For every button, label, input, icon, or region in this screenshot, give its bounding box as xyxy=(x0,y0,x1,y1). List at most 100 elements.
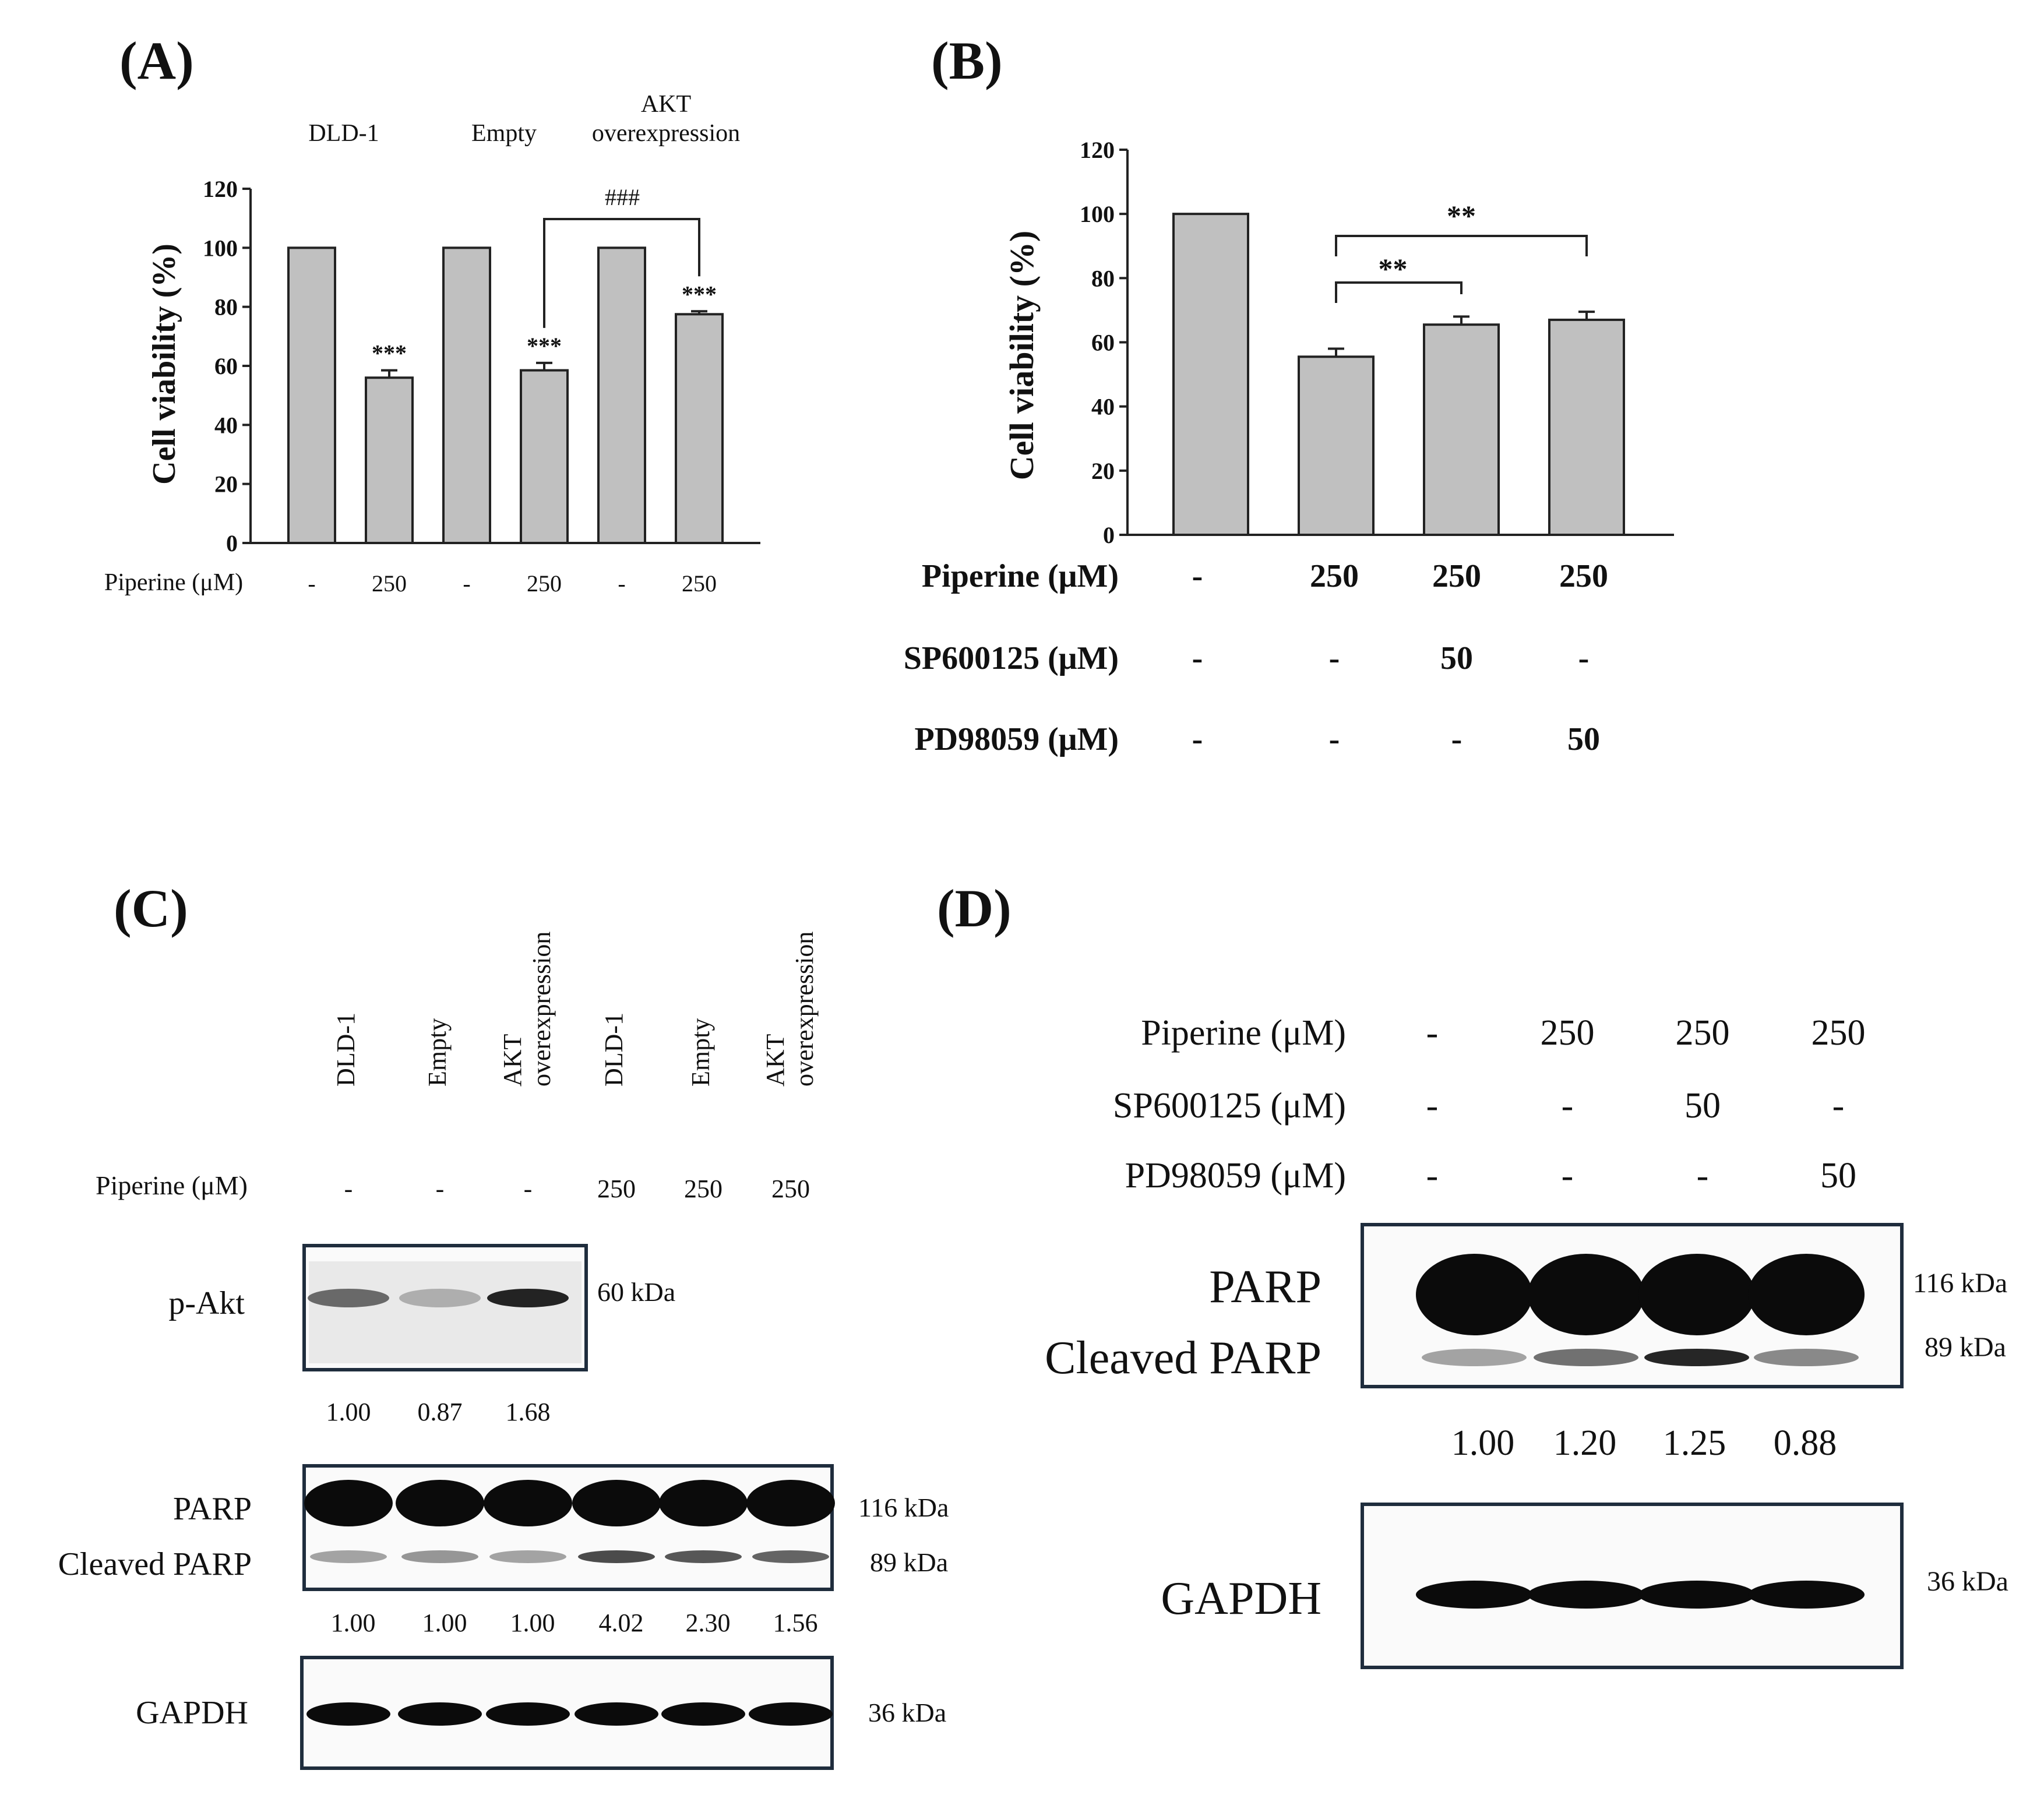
panel-b-treatment-table: Piperine (μM) - 250 250 250 SP600125 (μM) - - 50… xyxy=(904,558,1608,757)
panel-d-quant-value: 0.88 xyxy=(1774,1423,1837,1463)
panel-c-pakt-background xyxy=(309,1261,582,1363)
panel-b-error-bar xyxy=(1328,347,1344,357)
panel-d-cleaved-parp-band xyxy=(1534,1349,1638,1366)
panel-c-gapdh-band xyxy=(661,1702,745,1726)
panel-d-parp-band xyxy=(1748,1254,1865,1335)
panel-d-row-value: - xyxy=(1832,1086,1845,1126)
panel-a-x-tick-label: 250 xyxy=(527,570,562,597)
panel-c-parp-quant-value: 1.00 xyxy=(331,1609,376,1637)
panel-b-row-value: 50 xyxy=(1567,721,1600,757)
panel-d-label: (D) xyxy=(937,879,1012,938)
panel-d-treatment-table: Piperine (μM) - 250 250 250 SP600125 (μM) - - 50… xyxy=(1113,1013,1866,1196)
panel-d-cleaved-kda: 89 kDa xyxy=(1925,1332,2006,1363)
panel-a-bar xyxy=(520,369,569,544)
panel-a-bar xyxy=(365,376,414,544)
panel-a-bracket-sig: ### xyxy=(605,184,640,210)
panel-a-group-label-2: Empty xyxy=(471,120,537,147)
panel-c-parp-quant-value: 1.00 xyxy=(422,1609,467,1637)
panel-d-cleaved-parp-band xyxy=(1754,1349,1859,1366)
panel-a-error-bar xyxy=(691,310,707,315)
panel-b-bracket-2 xyxy=(1335,235,1588,256)
panel-d-row-label: PD98059 (μM) xyxy=(1125,1156,1346,1196)
panel-a-significance: *** xyxy=(682,281,717,307)
panel-c-lane-label: DLD-1 xyxy=(600,1013,628,1087)
panel-c-lane-label: DLD-1 xyxy=(332,1013,360,1087)
panel-a-bar xyxy=(675,313,724,544)
panel-c-gapdh-band xyxy=(306,1702,390,1726)
panel-c-gapdh-band xyxy=(575,1702,658,1726)
panel-a-x-tick-label: 250 xyxy=(682,570,717,597)
panel-b-bar xyxy=(1423,323,1500,536)
panel-a-y-tick-label: 120 xyxy=(203,176,238,202)
panel-b-row-value: - xyxy=(1329,721,1340,757)
panel-b-y-axis-label: Cell viability (%) xyxy=(1003,231,1041,481)
panel-b-chart: 0 20 40 60 80 100 120 ** ** xyxy=(1080,137,1674,548)
panel-c-treatments: - - - 250 250 250 xyxy=(344,1175,810,1203)
panel-b-error-bar xyxy=(1453,315,1469,325)
panel-c-pakt-quant-value: 1.68 xyxy=(506,1398,551,1426)
panel-c-gapdh-label: GAPDH xyxy=(136,1695,248,1731)
panel-c-treatment-value: - xyxy=(344,1175,353,1203)
panel-c-pakt-kda: 60 kDa xyxy=(597,1277,675,1307)
panel-c-parp-band xyxy=(304,1480,393,1526)
panel-c-cleaved-parp-band xyxy=(401,1550,478,1563)
panel-d-parp-band xyxy=(1638,1254,1755,1335)
panel-c-cleaved-kda: 89 kDa xyxy=(870,1547,948,1577)
panel-b-label: (B) xyxy=(931,31,1003,90)
panel-b-bracket-sig-1: ** xyxy=(1379,252,1408,285)
panel-b-row-label: SP600125 (μM) xyxy=(904,640,1119,676)
panel-a-y-tick-label: 40 xyxy=(214,412,238,438)
panel-c-gapdh-kda: 36 kDa xyxy=(868,1698,946,1727)
panel-d-row-value: 250 xyxy=(1541,1013,1595,1053)
panel-a-y-axis-label: Cell viability (%) xyxy=(146,244,182,485)
panel-c-parp-quant-value: 4.02 xyxy=(599,1609,644,1637)
panel-c-parp-band xyxy=(484,1480,572,1526)
panel-d-cleaved-parp-label: Cleaved PARP xyxy=(1045,1332,1321,1384)
panel-a-bar xyxy=(442,246,491,544)
panel-d-row-value: 50 xyxy=(1684,1086,1721,1126)
panel-b-row-value: 50 xyxy=(1440,640,1473,676)
panel-b-row-value: - xyxy=(1192,721,1203,757)
panel-d-row-value: - xyxy=(1426,1086,1439,1126)
panel-c-lane-label: Empty xyxy=(686,1018,715,1087)
panel-d-quant-value: 1.00 xyxy=(1451,1423,1515,1463)
panel-c-pakt-quant: 1.00 0.87 1.68 xyxy=(326,1398,551,1426)
panel-d-gapdh-band xyxy=(1416,1581,1532,1609)
panel-a-x-tick-label: 250 xyxy=(372,570,407,597)
panel-b-y-tick-label: 60 xyxy=(1091,330,1115,356)
panel-b-bar xyxy=(1548,318,1625,536)
panel-a-significance: *** xyxy=(372,340,407,366)
panel-b-row-label: PD98059 (μM) xyxy=(914,721,1119,757)
panel-c-cleaved-parp-band xyxy=(489,1550,566,1563)
panel-b-error-bar xyxy=(1578,311,1595,320)
panel-d-quant: 1.00 1.20 1.25 0.88 xyxy=(1451,1423,1837,1463)
panel-d-gapdh-band xyxy=(1638,1581,1755,1609)
panel-a-bracket xyxy=(543,218,700,328)
panel-d-quant-value: 1.25 xyxy=(1663,1423,1726,1463)
panel-a-y-tick-label: 20 xyxy=(214,471,238,498)
panel-c-lane-label: AKToverexpression xyxy=(498,932,556,1087)
panel-d-row-value: 250 xyxy=(1676,1013,1730,1053)
panel-a-y-tick-label: 100 xyxy=(203,235,238,261)
panel-b-row-value: 250 xyxy=(1310,558,1359,594)
panel-d-quant-value: 1.20 xyxy=(1553,1423,1617,1463)
panel-c-treatment-value: 250 xyxy=(684,1175,723,1203)
panel-d-row-value: - xyxy=(1562,1156,1574,1196)
panel-c-lane-labels: DLD-1 Empty AKToverexpression DLD-1 Empty AKT… xyxy=(332,932,819,1087)
panel-c-parp-bands xyxy=(304,1480,835,1563)
panel-c-parp-blot xyxy=(302,1464,834,1591)
panel-a-significance: *** xyxy=(527,333,562,359)
panel-c-gapdh-band xyxy=(486,1702,570,1726)
panel-b-bar xyxy=(1172,213,1249,536)
panel-a-bar xyxy=(597,246,646,544)
panel-c-pakt-band xyxy=(487,1289,569,1307)
panel-d-row-value: 250 xyxy=(1812,1013,1866,1053)
panel-a-label: (A) xyxy=(119,31,194,90)
panel-d-row-label: Piperine (μM) xyxy=(1141,1013,1346,1053)
panel-a-y-tick-label: 0 xyxy=(226,530,238,556)
panel-d-gapdh-band xyxy=(1748,1581,1865,1609)
panel-c-treatment-label: Piperine (μM) xyxy=(96,1170,248,1200)
panel-a-bar xyxy=(287,246,336,544)
panel-c-treatment-value: - xyxy=(436,1175,445,1203)
